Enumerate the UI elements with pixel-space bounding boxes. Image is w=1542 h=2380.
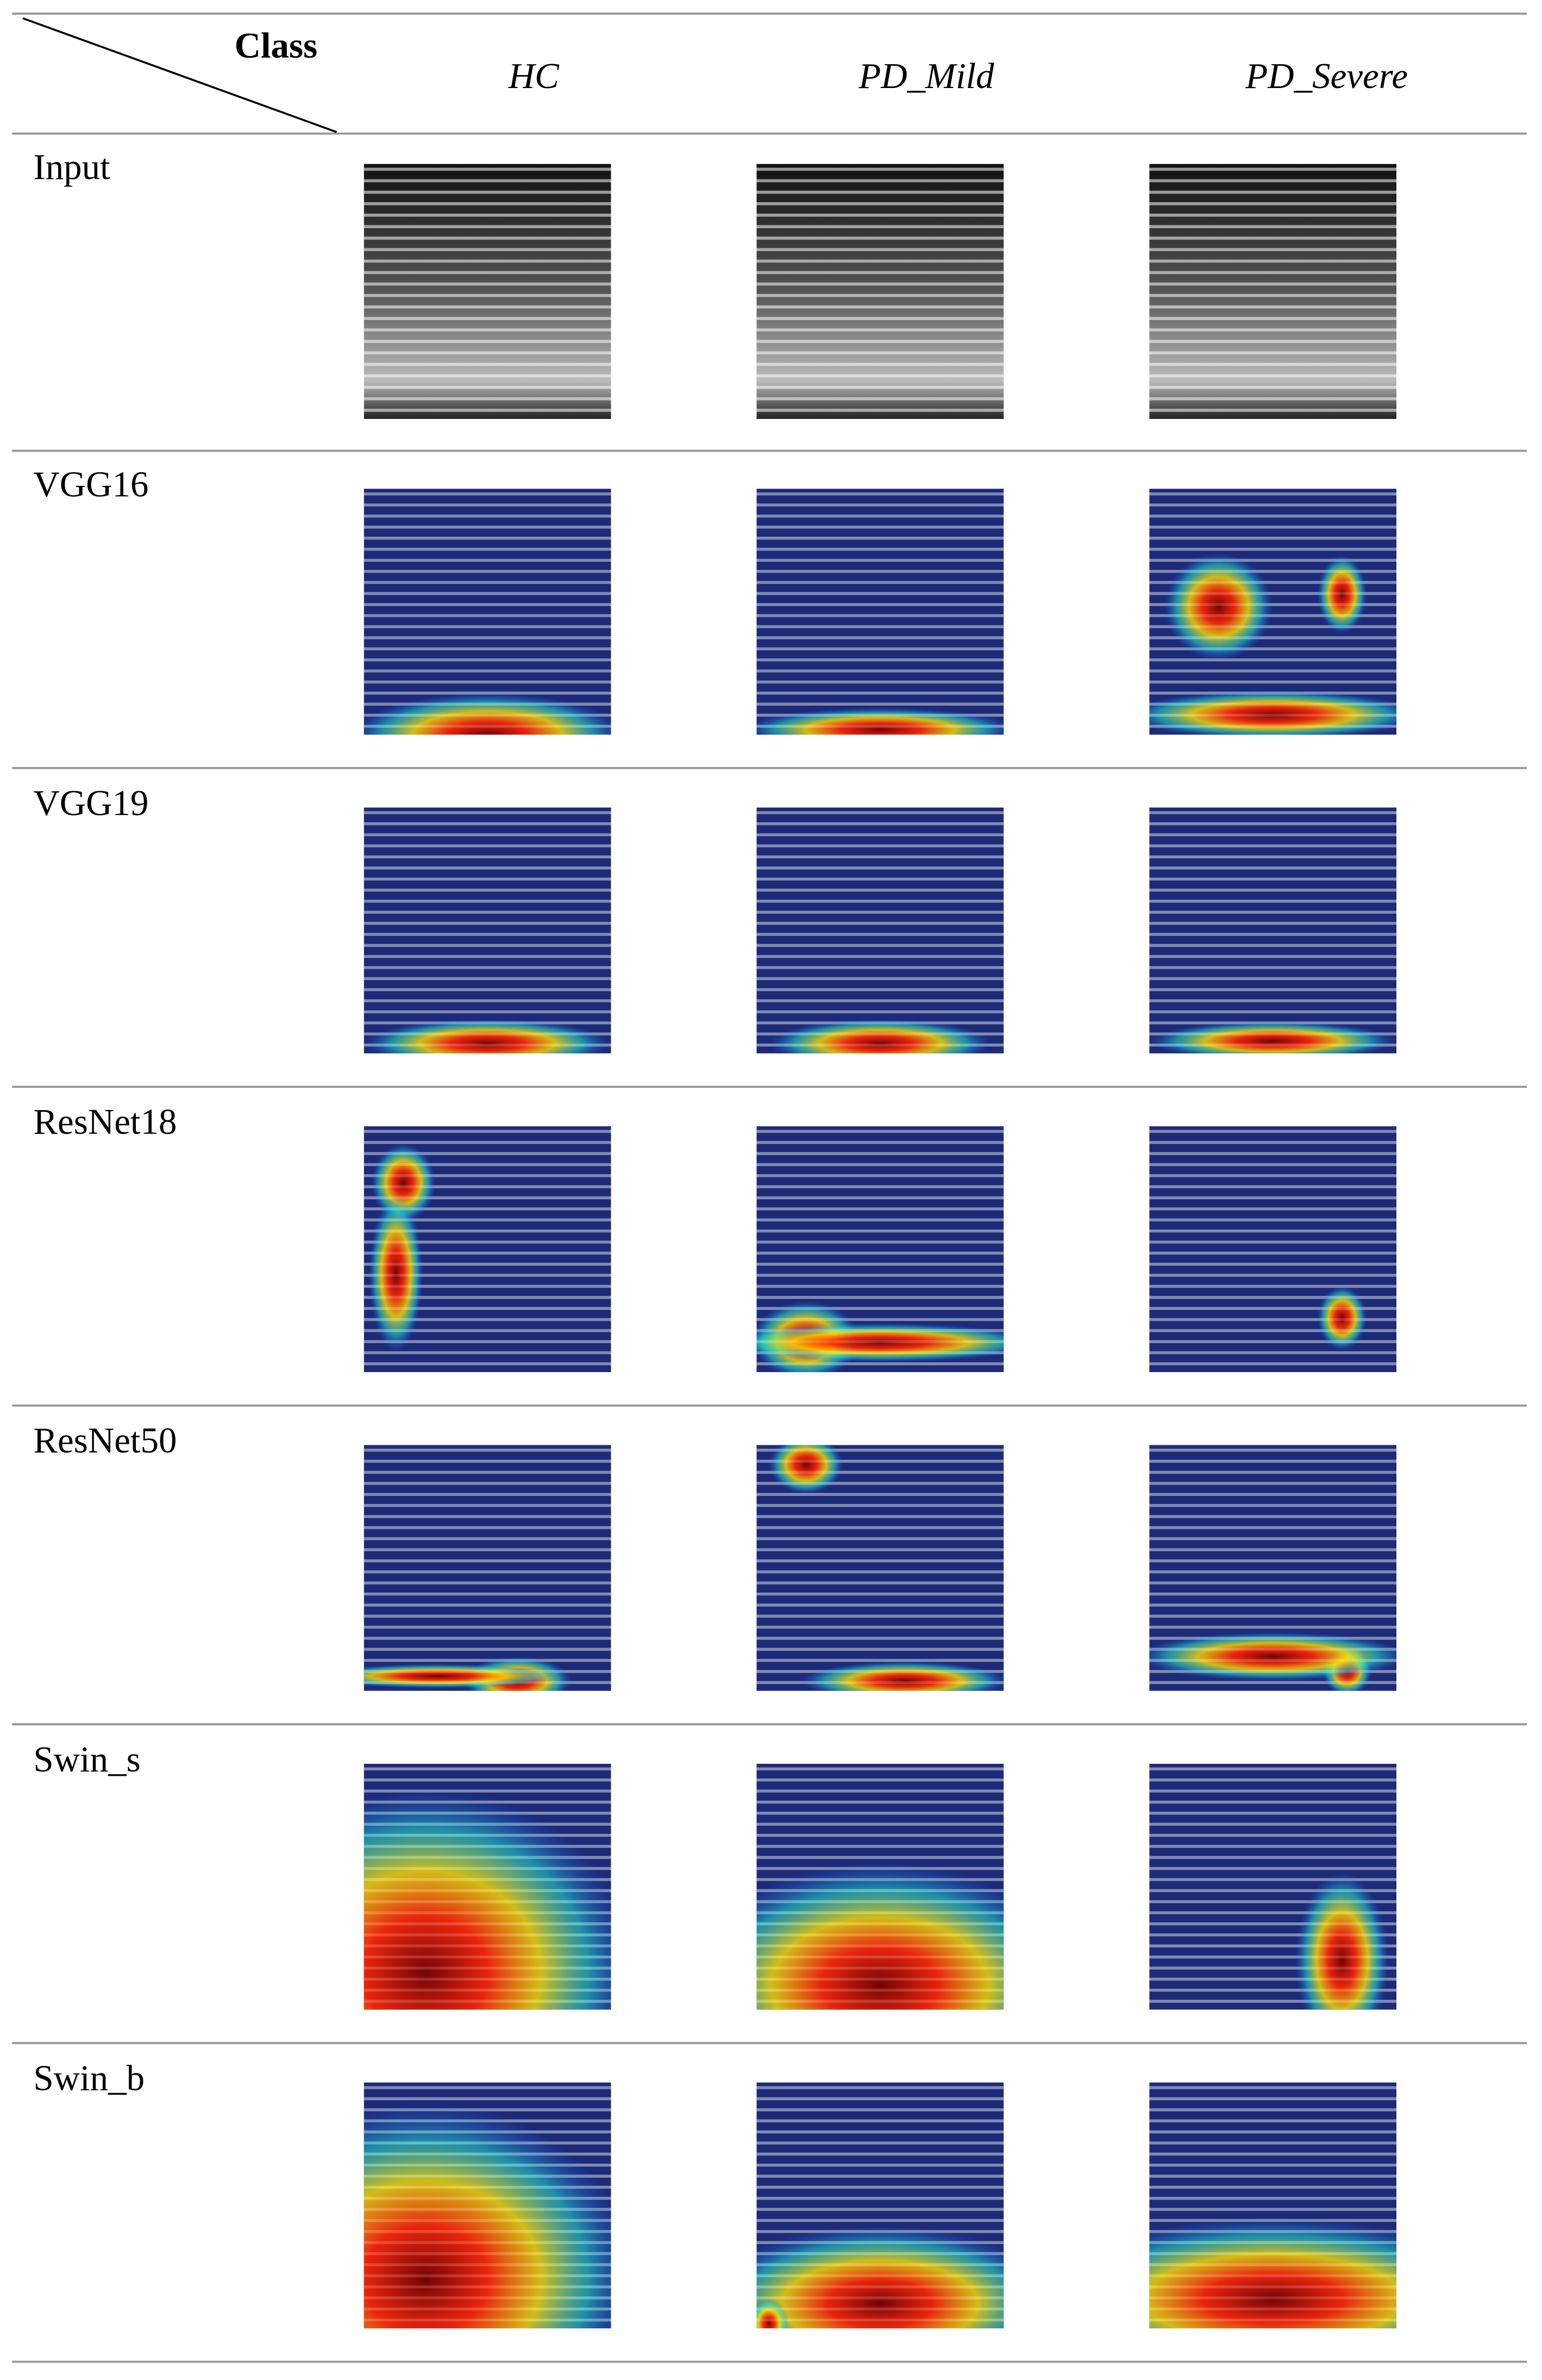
heatmap-image [1149, 1445, 1397, 1691]
row-label: VGG16 [33, 464, 148, 504]
image-stripes [1149, 164, 1397, 419]
heatmap-image [363, 2082, 611, 2329]
image-stripes [1149, 1445, 1397, 1691]
image-stripes [756, 1126, 1004, 1373]
image-stripes [756, 488, 1004, 735]
image-stripes [363, 1126, 611, 1373]
heatmap-image [1149, 1126, 1397, 1373]
image-stripes [756, 1445, 1004, 1691]
row-label: Swin_s [33, 1739, 140, 1780]
image-stripes [756, 1763, 1004, 2010]
row-label: ResNet18 [33, 1102, 177, 1142]
row-label: Input [33, 147, 110, 187]
column-header: PD_Severe [1245, 56, 1408, 96]
image-stripes [363, 488, 611, 735]
heatmap-image [1149, 807, 1397, 1054]
heatmap-image [363, 1445, 611, 1691]
image-stripes [1149, 1763, 1397, 2010]
heatmap-image [756, 2082, 1004, 2329]
image-stripes [1149, 2082, 1397, 2329]
image-stripes [363, 1763, 611, 2010]
image-stripes [756, 164, 1004, 419]
heatmap-image [363, 807, 611, 1054]
image-stripes [363, 164, 611, 419]
image-stripes [363, 2082, 611, 2329]
column-header: HC [508, 56, 560, 96]
heatmap-image [1149, 488, 1397, 735]
image-stripes [1149, 1126, 1397, 1373]
heatmap-image [363, 1763, 611, 2010]
input-spectrogram [756, 164, 1004, 419]
image-stripes [1149, 807, 1397, 1054]
image-stripes [1149, 488, 1397, 735]
corner-diagonal [22, 17, 337, 133]
image-stripes [756, 807, 1004, 1054]
heatmap-image [1149, 2082, 1397, 2329]
heatmap-image [756, 807, 1004, 1054]
row-label: Swin_b [33, 2058, 145, 2098]
input-spectrogram [363, 164, 611, 419]
heatmap-image [363, 1126, 611, 1373]
image-stripes [363, 1445, 611, 1691]
image-stripes [363, 807, 611, 1054]
image-stripes [756, 2082, 1004, 2329]
heatmap-image [756, 1126, 1004, 1373]
corner-label: Class [235, 26, 318, 66]
row-label: ResNet50 [33, 1420, 177, 1461]
heatmap-image [1149, 1763, 1397, 2010]
heatmap-image [363, 488, 611, 735]
heatmap-image [756, 1763, 1004, 2010]
column-header: PD_Mild [858, 56, 994, 96]
input-spectrogram [1149, 164, 1397, 419]
row-label: VGG19 [33, 783, 148, 823]
heatmap-image [756, 488, 1004, 735]
heatmap-image [756, 1445, 1004, 1691]
